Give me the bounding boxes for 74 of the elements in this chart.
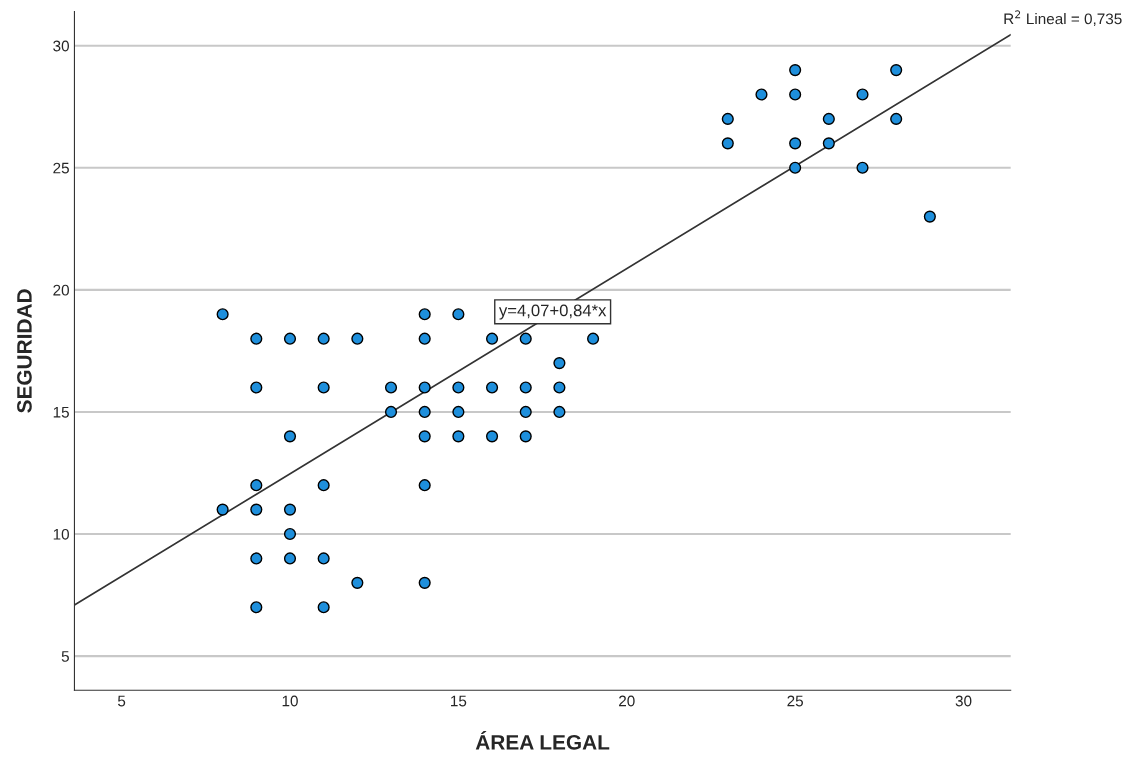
y-axis-title: SEGURIDAD xyxy=(17,289,32,413)
point xyxy=(216,308,229,321)
x-tick-label: 25 xyxy=(787,695,804,707)
point xyxy=(789,64,802,77)
point xyxy=(553,381,566,394)
point xyxy=(283,527,297,541)
point xyxy=(822,137,835,150)
point xyxy=(418,479,431,492)
point xyxy=(283,503,297,516)
point xyxy=(317,601,330,614)
point xyxy=(283,430,297,443)
point xyxy=(418,381,431,394)
point xyxy=(418,576,431,589)
point xyxy=(216,503,229,516)
x-tick-label: 15 xyxy=(451,695,467,707)
point xyxy=(822,112,835,126)
point xyxy=(351,576,364,589)
point xyxy=(250,601,263,614)
point xyxy=(418,332,431,345)
point xyxy=(890,64,903,77)
point xyxy=(317,479,330,492)
annotation: y=4,07+0,84*x xyxy=(498,304,607,320)
x-tick-label: 10 xyxy=(282,695,298,707)
point xyxy=(317,332,330,345)
point xyxy=(317,552,330,565)
point xyxy=(519,405,532,419)
point xyxy=(923,210,936,223)
y-tick-label: 10 xyxy=(53,528,69,540)
x-tick-label: 20 xyxy=(619,695,635,707)
point xyxy=(721,137,734,150)
point xyxy=(485,332,499,345)
point xyxy=(856,88,869,101)
point xyxy=(250,381,263,394)
point xyxy=(250,552,263,565)
point xyxy=(283,552,297,565)
point xyxy=(418,430,431,443)
point xyxy=(856,161,869,174)
point xyxy=(890,112,903,126)
x-axis-title: ÁREA LEGAL xyxy=(475,731,610,750)
point xyxy=(250,332,263,345)
point xyxy=(789,88,802,101)
point xyxy=(452,381,465,394)
point xyxy=(485,381,499,394)
point xyxy=(519,332,532,345)
y-tick-label: 15 xyxy=(53,406,69,418)
y-tick-label: 30 xyxy=(53,40,69,52)
point xyxy=(452,308,465,321)
point xyxy=(789,161,802,174)
point xyxy=(351,332,364,345)
point xyxy=(250,503,263,516)
point xyxy=(485,430,499,443)
y-tick-label: 25 xyxy=(53,162,69,174)
y-tick-label: 20 xyxy=(53,284,69,296)
point xyxy=(418,405,431,419)
point xyxy=(519,381,532,394)
y-tick-label: 5 xyxy=(61,651,69,662)
point xyxy=(317,381,330,394)
point xyxy=(755,88,768,101)
point xyxy=(452,405,465,419)
annotation: R$^{2}$ Lineal = 0,735 xyxy=(1004,10,1122,27)
point xyxy=(384,405,398,419)
point xyxy=(283,332,297,345)
point xyxy=(721,112,734,126)
point xyxy=(519,430,532,443)
point xyxy=(250,479,263,492)
x-tick-label: 30 xyxy=(955,695,972,707)
point xyxy=(553,405,566,419)
x-tick-label: 5 xyxy=(117,695,126,707)
point xyxy=(789,137,802,150)
point xyxy=(553,357,566,370)
point xyxy=(384,381,398,394)
point xyxy=(452,430,465,443)
point xyxy=(418,308,431,321)
point xyxy=(587,332,600,345)
